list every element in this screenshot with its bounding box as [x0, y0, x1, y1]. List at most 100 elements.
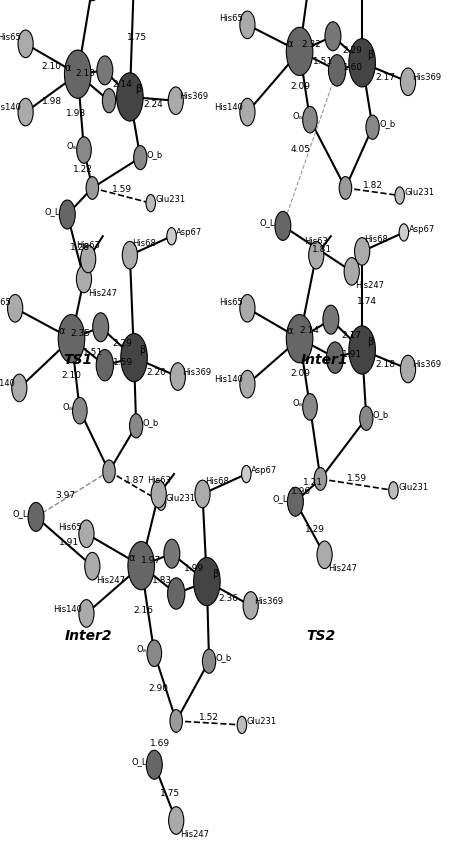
Text: 1.59: 1.59 [347, 474, 367, 483]
Circle shape [77, 138, 91, 164]
Text: His247: His247 [88, 288, 117, 297]
Circle shape [58, 315, 85, 363]
Text: O_b: O_b [147, 150, 163, 158]
Text: 1.29: 1.29 [305, 524, 325, 533]
Text: O_b: O_b [143, 418, 159, 426]
Text: 2.14: 2.14 [112, 80, 132, 89]
Text: O_L: O_L [272, 493, 288, 502]
Circle shape [193, 558, 220, 606]
Circle shape [240, 295, 255, 323]
Circle shape [355, 238, 370, 266]
Circle shape [202, 649, 216, 673]
Circle shape [96, 350, 113, 381]
Text: Glu231: Glu231 [246, 716, 277, 725]
Text: His68: His68 [365, 234, 388, 244]
Text: His369: His369 [180, 92, 209, 101]
Circle shape [103, 461, 115, 483]
Circle shape [164, 540, 180, 568]
Circle shape [309, 242, 324, 269]
Text: 1.96: 1.96 [291, 486, 311, 495]
Circle shape [303, 108, 317, 133]
Text: 1.91: 1.91 [342, 350, 363, 359]
Circle shape [389, 482, 398, 499]
Circle shape [275, 212, 291, 241]
Text: 1.21: 1.21 [303, 478, 323, 486]
Circle shape [18, 31, 33, 59]
Circle shape [85, 553, 100, 580]
Circle shape [323, 306, 339, 335]
Text: 2.35: 2.35 [71, 329, 91, 338]
Text: Oₐ: Oₐ [292, 399, 302, 407]
Text: α: α [59, 325, 65, 336]
Text: 2.14: 2.14 [300, 325, 319, 334]
Text: His65: His65 [219, 298, 243, 307]
Text: Inter1: Inter1 [301, 353, 348, 367]
Text: His65: His65 [219, 15, 243, 23]
Circle shape [76, 266, 91, 294]
Text: Oₐ: Oₐ [66, 142, 76, 151]
Text: α: α [64, 63, 71, 73]
Circle shape [169, 807, 184, 834]
Text: His247: His247 [96, 575, 125, 584]
Circle shape [240, 12, 255, 40]
Text: O_L: O_L [13, 509, 28, 517]
Text: His65: His65 [0, 34, 21, 42]
Circle shape [286, 315, 313, 363]
Circle shape [117, 74, 143, 122]
Circle shape [399, 225, 409, 242]
Text: 2.36: 2.36 [219, 593, 239, 603]
Circle shape [156, 493, 166, 511]
Text: His369: His369 [182, 368, 211, 376]
Text: 1.87: 1.87 [125, 475, 145, 485]
Circle shape [327, 343, 344, 374]
Circle shape [129, 414, 143, 438]
Circle shape [79, 600, 94, 628]
Circle shape [167, 228, 176, 245]
Text: Glu231: Glu231 [398, 482, 428, 491]
Circle shape [339, 177, 352, 200]
Text: Glu231: Glu231 [166, 493, 196, 502]
Text: O_L: O_L [131, 756, 147, 765]
Circle shape [243, 592, 258, 620]
Circle shape [97, 57, 113, 86]
Text: His247: His247 [328, 564, 357, 573]
Text: 2.18: 2.18 [375, 360, 395, 369]
Text: 1.97: 1.97 [141, 555, 161, 565]
Text: TS1: TS1 [63, 353, 92, 367]
Circle shape [360, 406, 373, 430]
Text: β: β [212, 568, 219, 579]
Circle shape [317, 542, 332, 569]
Circle shape [146, 751, 162, 779]
Circle shape [237, 716, 246, 734]
Text: α: α [287, 325, 293, 336]
Text: 4.05: 4.05 [291, 145, 310, 153]
Circle shape [28, 503, 44, 532]
Circle shape [401, 356, 416, 383]
Text: His140: His140 [0, 379, 15, 387]
Text: His140: His140 [53, 604, 82, 613]
Circle shape [240, 371, 255, 399]
Circle shape [8, 295, 23, 323]
Text: His63: His63 [76, 240, 100, 250]
Circle shape [147, 641, 162, 666]
Circle shape [134, 146, 147, 170]
Circle shape [303, 394, 317, 421]
Circle shape [287, 487, 303, 517]
Text: α: α [128, 553, 135, 562]
Text: 1.69: 1.69 [149, 739, 170, 747]
Text: α: α [287, 39, 293, 49]
Text: Oₐ: Oₐ [137, 645, 147, 653]
Circle shape [314, 468, 327, 491]
Text: 1.98: 1.98 [42, 96, 62, 105]
Text: 1.59: 1.59 [113, 357, 133, 367]
Circle shape [401, 69, 416, 96]
Circle shape [64, 51, 91, 99]
Text: Glu231: Glu231 [155, 195, 186, 204]
Text: β: β [135, 84, 142, 94]
Circle shape [168, 579, 185, 610]
Circle shape [18, 99, 33, 127]
Text: 2.09: 2.09 [290, 82, 310, 91]
Circle shape [12, 375, 27, 402]
Text: 1.83: 1.83 [153, 575, 173, 585]
Circle shape [328, 56, 346, 87]
